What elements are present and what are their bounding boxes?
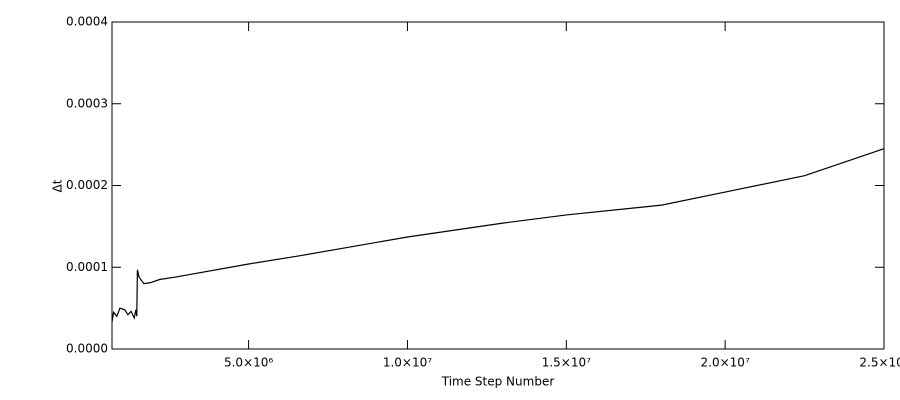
x-tick-label: 2.0×10⁷ — [701, 356, 750, 370]
x-tick-label: 1.0×10⁷ — [383, 356, 432, 370]
x-tick-label: 2.5×10⁷ — [859, 356, 900, 370]
plot-frame — [111, 21, 885, 350]
x-tick-label: 5.0×10⁶ — [224, 356, 273, 370]
y-tick-label: 0.0003 — [66, 96, 108, 110]
data-line — [111, 148, 885, 323]
x-axis-label: Time Step Number — [441, 375, 555, 389]
y-tick-label: 0.0001 — [66, 260, 108, 274]
y-tick-label: 0.0000 — [66, 342, 108, 356]
x-tick-label: 1.5×10⁷ — [542, 356, 591, 370]
y-tick-label: 0.0004 — [66, 15, 108, 29]
y-axis-label: Δt — [51, 179, 65, 192]
y-tick-label: 0.0002 — [66, 178, 108, 192]
